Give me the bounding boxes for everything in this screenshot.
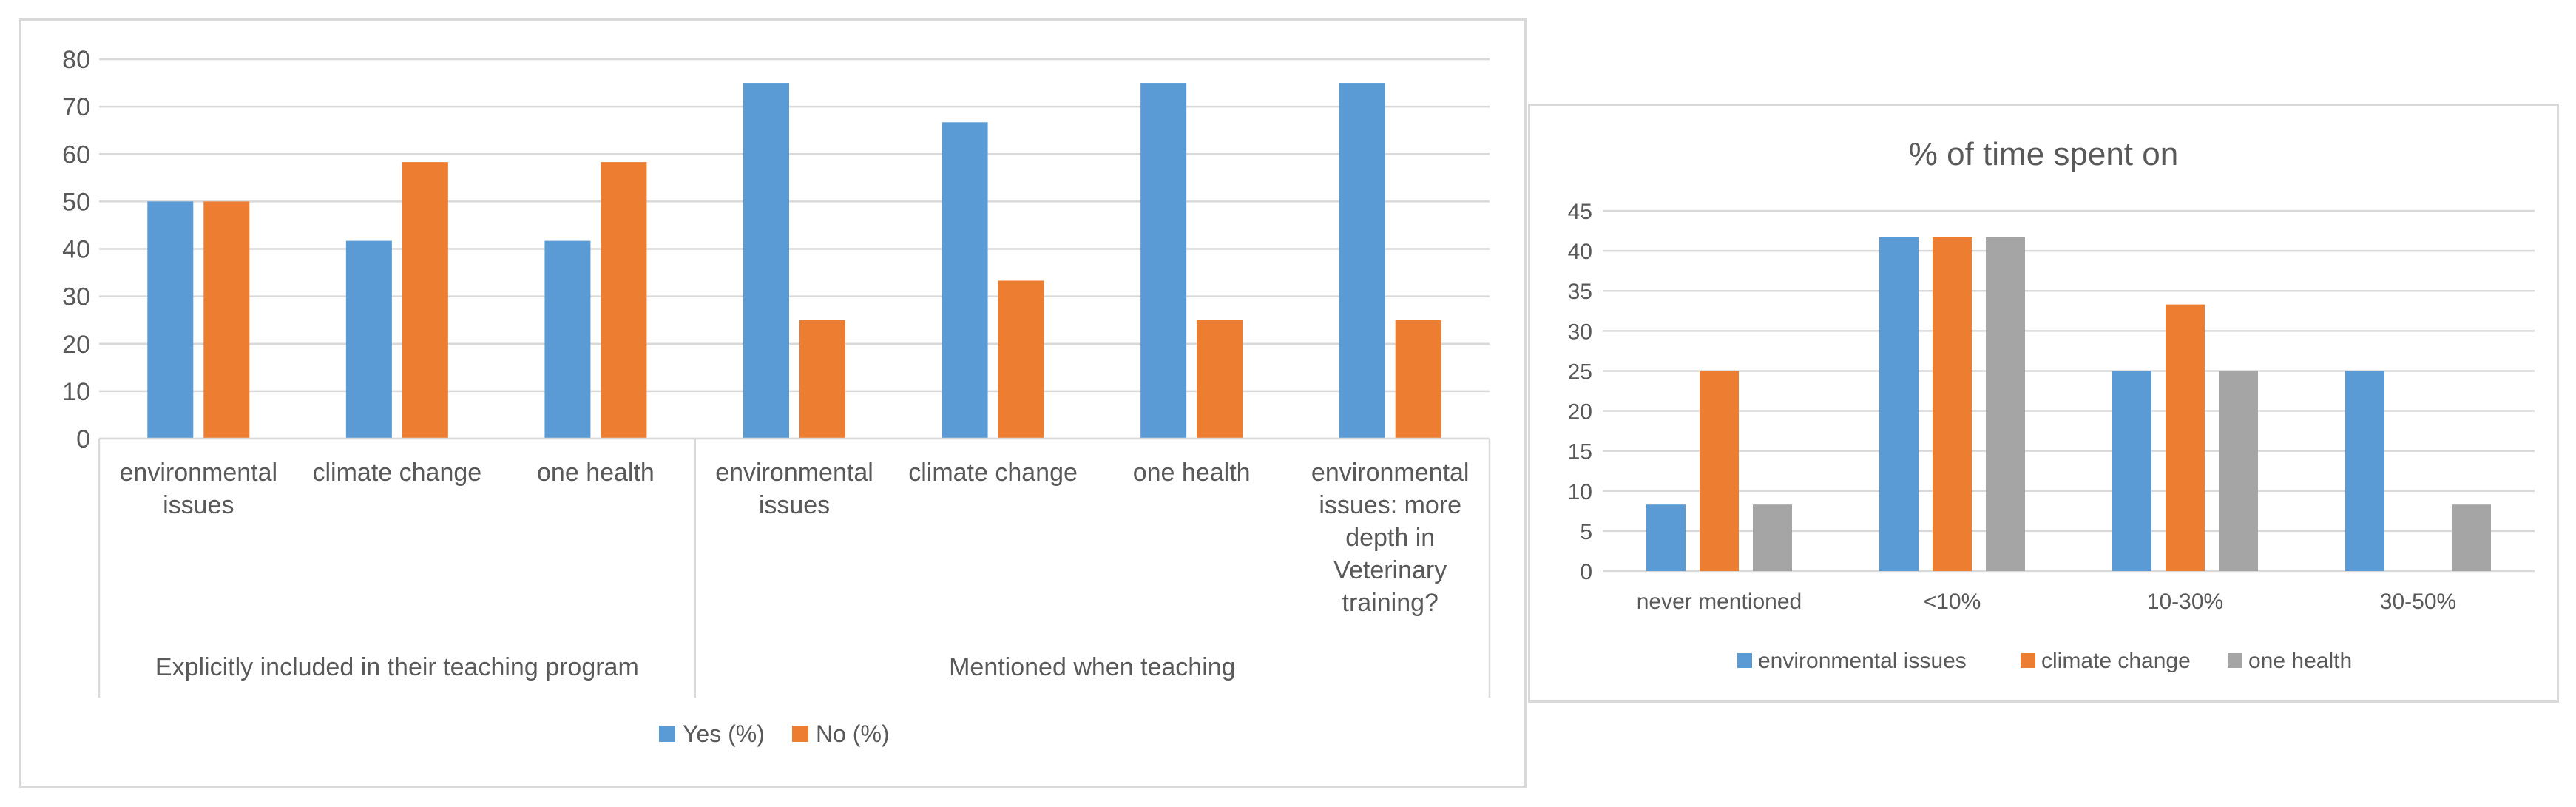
group-label: Explicitly included in their teaching pr… — [155, 653, 639, 681]
x-tick-label: Veterinary — [1333, 556, 1447, 584]
legend-swatch — [2021, 653, 2035, 668]
legend-label: No (%) — [816, 720, 890, 747]
bar-yes — [1140, 83, 1187, 439]
legend-swatch — [2228, 653, 2242, 668]
legend-swatch — [659, 726, 675, 742]
legend-label: Yes (%) — [683, 720, 765, 747]
x-tick-label: issues — [163, 491, 234, 519]
bar-no — [601, 162, 647, 439]
chart-teaching-svg: 0 10 20 30 40 50 60 70 80 environmental issues clim… — [62, 46, 1491, 747]
bar-onehealth — [2219, 371, 2258, 571]
chart-panel-teaching: 0 10 20 30 40 50 60 70 80 environmental issues clim… — [19, 18, 1527, 788]
y-tick-label: 60 — [62, 141, 90, 169]
bar-no — [1197, 320, 1243, 439]
chart-time-spent-svg: % of time spent on 0 5 10 15 20 25 30 35 40 45 neve… — [1568, 136, 2535, 673]
y-tick-label: 80 — [62, 46, 90, 74]
x-tick-label: 10-30% — [2147, 590, 2223, 614]
x-tick-label: climate change — [313, 459, 482, 487]
legend-label: one health — [2248, 649, 2352, 673]
y-tick-label: 50 — [62, 188, 90, 216]
y-tick-label: 30 — [1568, 320, 1592, 344]
legend-label: climate change — [2041, 649, 2191, 673]
y-tick-label: 20 — [1568, 400, 1592, 425]
y-tick-label: 35 — [1568, 280, 1592, 304]
bar-no — [203, 201, 250, 439]
x-tick-label: <10% — [1924, 590, 1981, 614]
x-tick-label: issues: more — [1319, 491, 1461, 519]
x-tick-label: environmental — [1311, 459, 1470, 487]
bar-yes — [147, 201, 194, 439]
legend-label: environmental issues — [1758, 649, 1967, 673]
y-tick-label: 25 — [1568, 359, 1592, 384]
bar-environmentalissues — [1879, 237, 1919, 571]
bar-yes — [345, 240, 392, 439]
bar-climatechange — [1700, 371, 1739, 571]
bar-onehealth — [2452, 504, 2491, 571]
y-tick-label: 10 — [1568, 480, 1592, 504]
x-tick-label: environmental — [715, 459, 873, 487]
y-tick-label: 30 — [62, 283, 90, 311]
y-tick-label: 5 — [1580, 520, 1592, 544]
legend-swatch — [1737, 653, 1752, 668]
legend-swatch — [792, 726, 808, 742]
bar-no — [998, 280, 1044, 439]
bar-onehealth — [1986, 237, 2025, 571]
bar-climatechange — [2166, 304, 2205, 571]
x-tick-label: issues — [759, 491, 830, 519]
y-tick-label: 15 — [1568, 440, 1592, 465]
y-tick-label: 40 — [1568, 240, 1592, 264]
x-tick-label: 30-50% — [2380, 590, 2456, 614]
y-tick-label: 0 — [76, 425, 90, 453]
y-tick-label: 0 — [1580, 560, 1592, 584]
x-tick-label: depth in — [1345, 524, 1435, 552]
bar-environmentalissues — [2112, 371, 2151, 571]
x-tick-label: one health — [537, 459, 655, 487]
chart-title: % of time spent on — [1909, 136, 2178, 172]
group-label: Mentioned when teaching — [949, 653, 1236, 681]
bar-climatechange — [1933, 237, 1972, 571]
bar-no — [1395, 320, 1441, 439]
bar-no — [402, 162, 448, 439]
x-tick-label: climate change — [908, 459, 1078, 487]
y-tick-label: 45 — [1568, 200, 1592, 224]
y-tick-label: 40 — [62, 236, 90, 264]
bar-yes — [942, 122, 988, 439]
y-tick-label: 20 — [62, 331, 90, 359]
bar-yes — [743, 83, 789, 439]
y-tick-label: 70 — [62, 93, 90, 121]
x-tick-label: never mentioned — [1637, 590, 1802, 614]
chart-panel-time-spent: % of time spent on 0 5 10 15 20 25 30 35 40 45 neve… — [1528, 104, 2559, 703]
x-tick-label: training? — [1342, 589, 1439, 617]
bar-yes — [1339, 83, 1385, 439]
bar-environmentalissues — [1646, 504, 1686, 571]
y-tick-label: 10 — [62, 378, 90, 406]
bar-environmentalissues — [2345, 371, 2384, 571]
bar-no — [799, 320, 845, 439]
bar-onehealth — [1753, 504, 1792, 571]
x-tick-label: environmental — [120, 459, 278, 487]
x-tick-label: one health — [1133, 459, 1251, 487]
bar-yes — [544, 240, 591, 439]
